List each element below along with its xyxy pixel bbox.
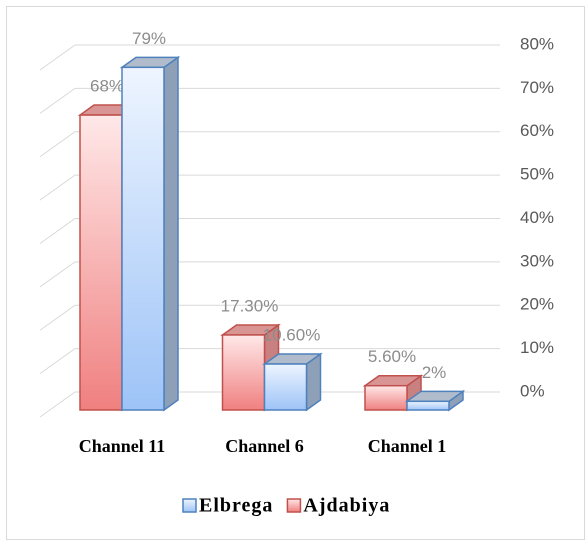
grid-line	[39, 261, 500, 288]
y-tick-label: 80%	[520, 34, 554, 53]
bar-front	[79, 114, 123, 411]
data-label: 5.60%	[368, 347, 416, 366]
data-label: 68%	[90, 77, 124, 96]
grid-line	[39, 131, 500, 158]
grid-line	[39, 348, 500, 375]
grid-line	[39, 391, 500, 418]
y-tick-label: 20%	[520, 295, 554, 314]
y-tick-label: 60%	[520, 121, 554, 140]
bar-front	[221, 334, 266, 411]
bar-side	[163, 55, 179, 412]
y-tick-label: 50%	[520, 165, 554, 184]
x-tick-label: Channel 6	[225, 436, 304, 456]
legend-label: Ajdabiya	[303, 495, 390, 517]
legend-swatch	[182, 498, 197, 513]
bar-front	[121, 66, 165, 411]
x-tick-label: Channel 11	[79, 436, 166, 456]
bar	[404, 389, 466, 412]
legend-label: Elbrega	[199, 495, 273, 517]
x-tick-label: Channel 1	[368, 436, 447, 456]
grid-line	[39, 44, 500, 71]
bar	[262, 352, 323, 412]
y-tick-label: 70%	[520, 78, 554, 97]
grid-line	[39, 174, 500, 201]
chart-border	[6, 6, 585, 540]
legend-swatch	[286, 498, 302, 513]
y-tick-label: 10%	[520, 338, 554, 357]
data-label: 2%	[422, 363, 447, 382]
bar-front	[406, 400, 450, 411]
y-tick-label: 40%	[520, 208, 554, 227]
bar-front	[263, 363, 308, 411]
grid-line	[39, 87, 500, 114]
grid-line	[39, 218, 500, 244]
grid-line	[39, 304, 500, 331]
bar	[119, 55, 181, 412]
y-tick-label: 30%	[520, 251, 554, 270]
data-label: 17.30%	[221, 296, 279, 315]
bar-front	[364, 384, 408, 411]
data-label: 79%	[132, 29, 166, 48]
data-label: 10.60%	[263, 326, 321, 345]
y-tick-label: 0%	[520, 381, 545, 400]
